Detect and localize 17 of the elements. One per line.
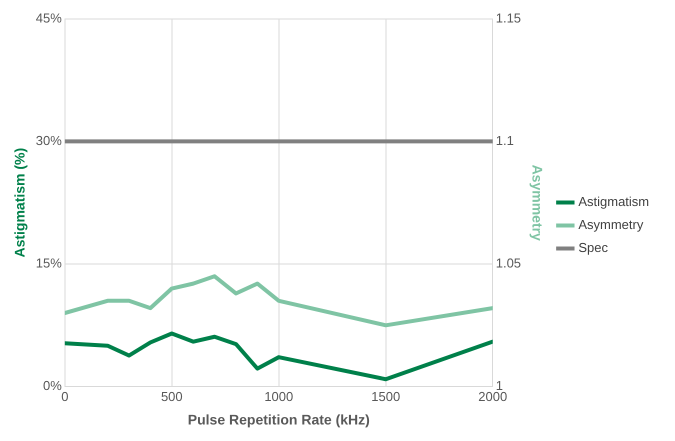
y2-tick-label: 1.05 [496,256,522,271]
legend-label: Asymmetry [578,217,644,232]
x-tick-label: 0 [61,388,68,404]
x-tick-label: 1000 [264,388,294,404]
x-axis-title: Pulse Repetition Rate (kHz) [188,411,370,428]
y-tick-label: 0% [43,378,62,394]
y-tick-label: 15% [36,256,62,271]
y2-tick-label: 1.15 [496,10,522,26]
y-tick-label: 45% [36,10,62,26]
x-tick-label: 500 [160,388,183,404]
y2-tick-label: 1.1 [496,132,514,148]
legend-label: Spec [578,240,608,256]
legend-label: Astigmatism [578,194,650,210]
y-axis-title: Astigmatism (%) [11,148,28,258]
y2-axis-title: Asymmetry [530,164,546,242]
y-tick-label: 30% [36,132,62,148]
x-tick-label: 1500 [371,388,400,404]
